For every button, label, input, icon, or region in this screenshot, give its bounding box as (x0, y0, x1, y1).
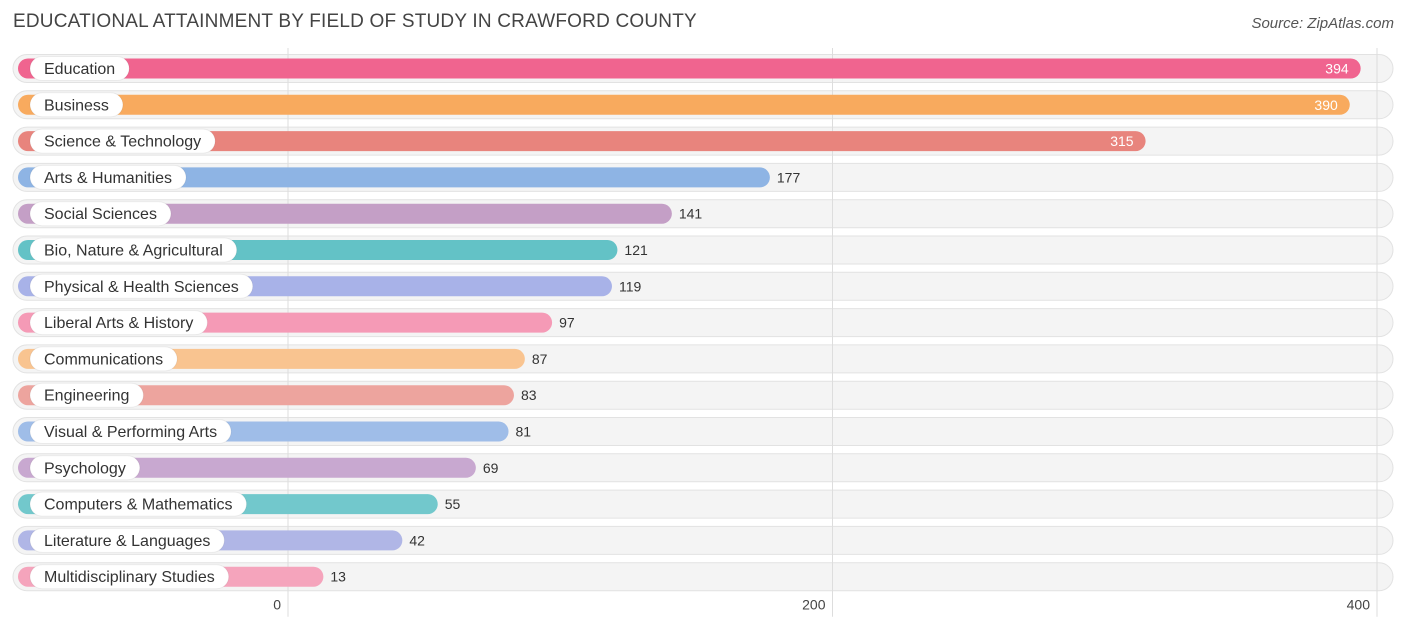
bar (18, 167, 770, 188)
bar (18, 94, 1350, 115)
bar (18, 58, 1361, 79)
bar-label-pill (29, 128, 216, 154)
chart-title: EDUCATIONAL ATTAINMENT BY FIELD OF STUDY… (13, 11, 697, 32)
bar-label-pill (29, 419, 232, 444)
value-label: 121 (624, 242, 648, 258)
tick-label: 400 (1347, 597, 1371, 613)
tick-label: 0 (273, 597, 281, 613)
bar-label-pill (29, 527, 225, 553)
bar-label-pill (29, 201, 172, 227)
row-background (12, 562, 1394, 592)
bar-label: Arts & Humanities (44, 170, 172, 187)
value-label: 42 (409, 532, 425, 548)
bar-label-pill (29, 382, 144, 408)
bar (18, 131, 1146, 152)
bar (18, 203, 672, 224)
value-label: 69 (483, 460, 499, 476)
bar-label: Engineering (44, 388, 129, 405)
value-label: 83 (521, 387, 537, 403)
bar-label: Literature & Languages (44, 533, 210, 550)
bar-label-pill (29, 491, 248, 517)
bar-label: Liberal Arts & History (44, 315, 193, 332)
bar-label-pill (29, 273, 254, 299)
value-label: 119 (619, 278, 642, 294)
bar-label: Social Sciences (44, 206, 157, 223)
bar-label: Visual & Performing Arts (44, 424, 217, 441)
bar-label-pill (29, 564, 230, 590)
value-label: 390 (1314, 97, 1338, 113)
bars: Education 394 Business 390 Science & Technol… (18, 56, 1361, 590)
value-label: 177 (777, 169, 801, 185)
value-label: 97 (559, 315, 575, 331)
value-label: 315 (1110, 133, 1134, 149)
bar-label: Computers & Mathematics (44, 497, 233, 514)
tick-label: 200 (802, 597, 826, 613)
bar-label-pill (29, 164, 187, 190)
bar-label: Education (44, 61, 115, 78)
value-label: 87 (532, 351, 548, 367)
chart-source: Source: ZipAtlas.com (1251, 15, 1394, 32)
bar-label-pill (29, 237, 238, 263)
value-label: 141 (679, 206, 703, 222)
value-label: 55 (445, 496, 461, 512)
bar-label: Communications (44, 351, 163, 368)
bar-label: Science & Technology (44, 134, 201, 151)
bar-label-pill (29, 92, 124, 118)
bar-label-pill (29, 455, 141, 481)
bar-label: Psychology (44, 460, 126, 477)
x-axis-ticks: 0 200 400 (273, 597, 1370, 613)
bar-label-pill (29, 310, 208, 336)
bar-label: Business (44, 97, 109, 114)
bar-label: Bio, Nature & Agricultural (44, 243, 223, 260)
bar-label: Physical & Health Sciences (44, 279, 239, 296)
value-label: 13 (330, 569, 346, 585)
bar-label-pill (29, 346, 178, 372)
value-label: 81 (516, 424, 532, 440)
value-label: 394 (1325, 61, 1349, 77)
bar-label: Multidisciplinary Studies (44, 569, 215, 586)
bar-label-pill (29, 56, 130, 81)
